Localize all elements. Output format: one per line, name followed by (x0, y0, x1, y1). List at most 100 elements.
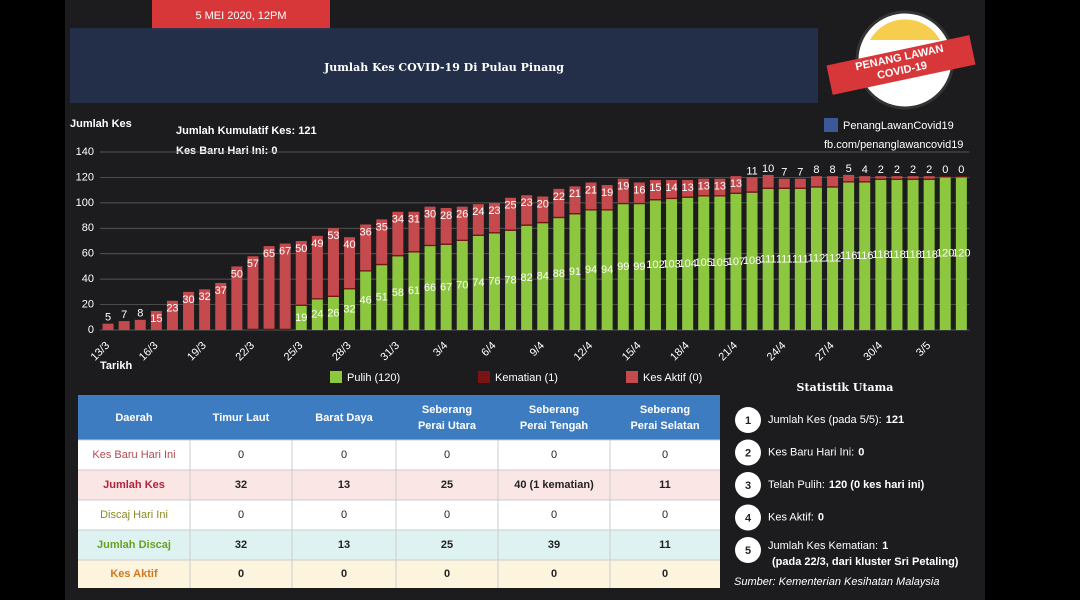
data-label: 13 (698, 181, 710, 193)
bar-segment (601, 210, 613, 330)
bar-segment (585, 209, 597, 211)
bar-segment (488, 233, 500, 330)
bar-segment (666, 179, 678, 198)
bar-segment (456, 239, 468, 241)
stat-number: 5 (745, 545, 751, 557)
bar-segment (762, 174, 774, 188)
data-label: 82 (521, 272, 533, 284)
row-label: Jumlah Discaj (97, 539, 171, 551)
bar-segment (907, 176, 919, 179)
bar-segment (505, 229, 517, 231)
bar-segment (762, 188, 774, 330)
data-label: 94 (585, 264, 597, 276)
bar-segment (843, 182, 855, 330)
data-label: 35 (376, 221, 388, 233)
social: PenangLawanCovid19 (843, 120, 954, 132)
bar-segment (875, 179, 887, 330)
bar-segment (360, 270, 372, 272)
legend-label: Pulih (120) (347, 372, 400, 384)
bar-segment (891, 178, 903, 180)
bar-segment (408, 252, 420, 330)
bar-segment (295, 305, 307, 330)
data-label: 13 (682, 182, 694, 194)
data-label: 30 (424, 209, 436, 221)
bar-segment (827, 187, 839, 330)
data-label: 67 (279, 245, 291, 257)
data-label: 40 (343, 239, 355, 251)
bar-segment (537, 196, 549, 222)
bar-segment (794, 188, 806, 330)
bar-segment (746, 177, 758, 192)
bar-segment (955, 177, 967, 330)
bar-segment (215, 282, 227, 330)
bar-segment (424, 246, 436, 330)
bar-segment (843, 174, 855, 182)
data-label: 61 (408, 285, 420, 297)
data-label: 36 (360, 226, 372, 238)
data-label: 2 (878, 164, 884, 176)
stat-label: Telah Pulih: (768, 479, 825, 491)
stat-badge (735, 439, 761, 466)
bar-segment (263, 328, 275, 330)
data-label: 53 (327, 230, 339, 242)
bar-segment (859, 181, 871, 183)
data-label: 23 (488, 205, 500, 217)
data-label: 118 (888, 249, 906, 261)
table-cell: 11 (659, 479, 671, 491)
bar-segment (923, 178, 935, 180)
bar-segment (344, 237, 356, 289)
data-label: 112 (824, 253, 842, 265)
stat-text: Kes Aktif: 0 (768, 511, 824, 523)
data-label: 14 (665, 182, 677, 194)
bar-segment (585, 182, 597, 210)
bar-segment (521, 225, 533, 330)
bar-segment (472, 234, 484, 236)
bar-segment (440, 244, 452, 330)
table-header: Daerah (115, 412, 153, 424)
table-cell: 13 (338, 539, 350, 551)
bar-segment (666, 197, 678, 200)
bar-segment (939, 177, 951, 330)
data-label: 20 (537, 198, 549, 210)
data-label: 5 (105, 312, 111, 324)
data-label: 13 (714, 181, 726, 193)
data-label: 2 (894, 164, 900, 176)
bar-segment (730, 192, 742, 194)
stat-label: Jumlah Kes (pada 5/5): (768, 414, 882, 426)
data-label: 2 (910, 164, 916, 176)
data-label: 7 (797, 167, 803, 179)
stat-number: 3 (745, 480, 751, 492)
stat-label: Kes Baru Hari Ini: (768, 446, 854, 458)
bar-segment (263, 246, 275, 329)
bar-segment (183, 291, 195, 330)
bar-segment (617, 204, 629, 330)
bar-segment (166, 300, 178, 330)
data-label: 84 (537, 271, 549, 283)
data-label: 76 (488, 276, 500, 288)
table-cell: 0 (238, 449, 244, 461)
bar-segment (472, 235, 484, 330)
bar-segment (617, 202, 629, 205)
bar-segment (585, 210, 597, 330)
bar-segment (247, 328, 259, 330)
bar-segment (456, 241, 468, 330)
row-label: Jumlah Kes (103, 479, 165, 491)
bar-segment (311, 298, 323, 300)
data-label: 16 (633, 184, 645, 196)
bar-segment (859, 182, 871, 330)
table-cell: 0 (662, 568, 668, 580)
bar-segment (537, 221, 549, 224)
data-label: 116 (856, 250, 874, 262)
data-label: 15 (150, 313, 162, 325)
table-cell: 0 (341, 568, 347, 580)
table-cell: 13 (338, 479, 350, 491)
bar-segment (794, 187, 806, 189)
row-label: Kes Aktif (110, 568, 158, 580)
data-label: 99 (633, 261, 645, 273)
table-cell: 40 (1 kematian) (514, 479, 594, 491)
annotation: Jumlah Kumulatif Kes: 121 (176, 125, 317, 137)
data-label: 74 (472, 277, 484, 289)
stat-badge (735, 472, 761, 498)
data-label: 111 (776, 253, 793, 265)
data-label: 30 (182, 294, 194, 306)
